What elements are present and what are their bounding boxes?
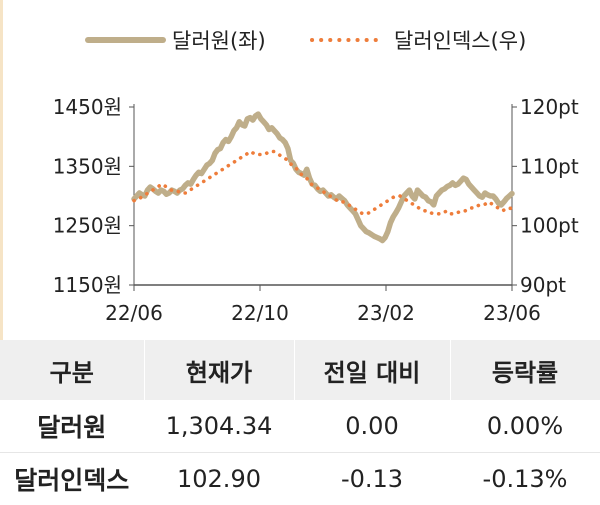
row-name: 달러인덱스 [0, 453, 144, 505]
right-tick-label: 110pt [520, 154, 579, 178]
left-tick-label: 1450원 [53, 95, 122, 119]
row-change: -0.13 [294, 453, 450, 505]
left-tick-label: 1350원 [53, 154, 122, 178]
legend-label-0: 달러원(좌) [172, 29, 266, 53]
row-change: 0.00 [294, 400, 450, 453]
x-tick-label: 22/10 [231, 301, 289, 325]
series-line-0 [134, 114, 512, 240]
x-tick-label: 23/06 [483, 301, 541, 325]
fx-chart: 1450원 1350원 1250원 1150원 120pt 110pt 100pt 90pt 2… [0, 0, 600, 340]
header-rate: 등락률 [450, 340, 600, 400]
header-category: 구분 [0, 340, 144, 400]
left-tick-label: 1150원 [53, 273, 122, 297]
x-tick-label: 22/06 [105, 301, 163, 325]
row-price: 1,304.34 [144, 400, 294, 453]
right-tick-label: 90pt [520, 273, 566, 297]
row-name: 달러원 [0, 400, 144, 453]
right-tick-label: 120pt [520, 95, 579, 119]
table-header-row: 구분 현재가 전일 대비 등락률 [0, 340, 600, 400]
fx-summary-table: 구분 현재가 전일 대비 등락률 달러원 1,304.34 0.00 0.00%… [0, 340, 600, 505]
row-rate: -0.13% [450, 453, 600, 505]
right-tick-label: 100pt [520, 214, 579, 238]
legend-label-1: 달러인덱스(우) [394, 29, 526, 53]
left-tick-label: 1250원 [53, 214, 122, 238]
x-tick-label: 23/02 [357, 301, 415, 325]
row-rate: 0.00% [450, 400, 600, 453]
header-change: 전일 대비 [294, 340, 450, 400]
table-row: 달러원 1,304.34 0.00 0.00% [0, 400, 600, 453]
header-price: 현재가 [144, 340, 294, 400]
row-price: 102.90 [144, 453, 294, 505]
table-row: 달러인덱스 102.90 -0.13 -0.13% [0, 453, 600, 505]
